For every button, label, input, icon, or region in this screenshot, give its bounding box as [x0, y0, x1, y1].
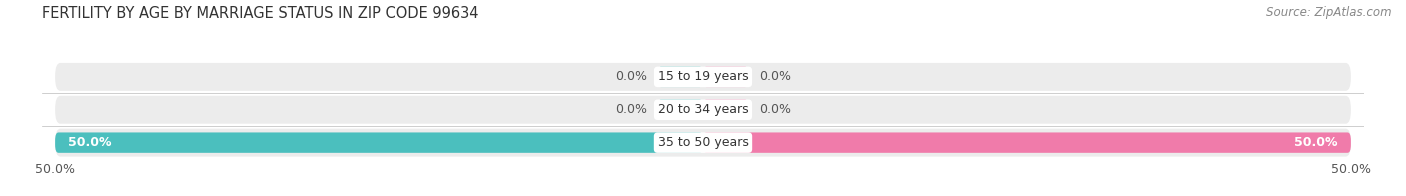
FancyBboxPatch shape — [658, 100, 703, 120]
FancyBboxPatch shape — [55, 96, 1351, 124]
FancyBboxPatch shape — [55, 132, 703, 153]
Text: 15 to 19 years: 15 to 19 years — [658, 70, 748, 83]
FancyBboxPatch shape — [703, 132, 1351, 153]
FancyBboxPatch shape — [703, 67, 748, 87]
Text: 50.0%: 50.0% — [1295, 136, 1339, 149]
Text: 20 to 34 years: 20 to 34 years — [658, 103, 748, 116]
FancyBboxPatch shape — [703, 100, 748, 120]
FancyBboxPatch shape — [658, 67, 703, 87]
Text: 0.0%: 0.0% — [616, 103, 647, 116]
Text: 0.0%: 0.0% — [616, 70, 647, 83]
Text: Source: ZipAtlas.com: Source: ZipAtlas.com — [1267, 6, 1392, 19]
Text: FERTILITY BY AGE BY MARRIAGE STATUS IN ZIP CODE 99634: FERTILITY BY AGE BY MARRIAGE STATUS IN Z… — [42, 6, 478, 21]
Text: 35 to 50 years: 35 to 50 years — [658, 136, 748, 149]
Text: 0.0%: 0.0% — [759, 70, 790, 83]
Text: 0.0%: 0.0% — [759, 103, 790, 116]
Text: 50.0%: 50.0% — [67, 136, 111, 149]
FancyBboxPatch shape — [55, 63, 1351, 91]
FancyBboxPatch shape — [55, 129, 1351, 157]
